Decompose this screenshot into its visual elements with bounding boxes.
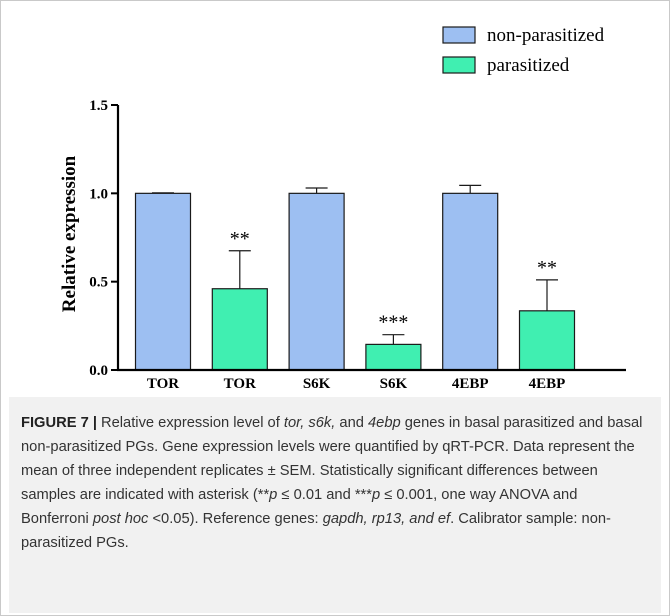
x-tick-label: 4EBP xyxy=(529,376,566,391)
y-axis-label: Relative expression xyxy=(59,155,80,312)
bar xyxy=(211,288,268,371)
bar xyxy=(518,310,576,371)
legend-swatch xyxy=(442,56,476,74)
bar xyxy=(442,192,499,371)
legend-swatch xyxy=(442,26,476,44)
significance-mark: *** xyxy=(378,312,408,334)
y-tick-label: 1.0 xyxy=(89,186,108,202)
y-tick-label: 0.0 xyxy=(89,363,108,379)
bar xyxy=(288,192,345,371)
y-tick-label: 0.5 xyxy=(89,275,108,291)
figure-caption: FIGURE 7 | Relative expression level of … xyxy=(9,397,661,613)
x-tick-label: S6K xyxy=(303,376,331,391)
significance-mark: ** xyxy=(537,257,557,279)
figure-label: FIGURE 7 | xyxy=(21,415,97,431)
caption-text: FIGURE 7 | Relative expression level of … xyxy=(21,415,643,551)
bar xyxy=(365,343,422,371)
y-tick-label: 1.5 xyxy=(89,98,108,114)
legend-label: non-parasitized xyxy=(487,25,605,46)
legend-label: parasitized xyxy=(487,55,570,76)
x-tick-label: S6K xyxy=(380,376,408,391)
legend: non-parasitized parasitized xyxy=(442,25,605,76)
x-tick-label: TOR xyxy=(224,376,256,391)
significance-mark: ** xyxy=(230,228,250,250)
x-tick-label: 4EBP xyxy=(452,376,489,391)
bar xyxy=(134,192,192,371)
x-tick-label: TOR xyxy=(147,376,179,391)
